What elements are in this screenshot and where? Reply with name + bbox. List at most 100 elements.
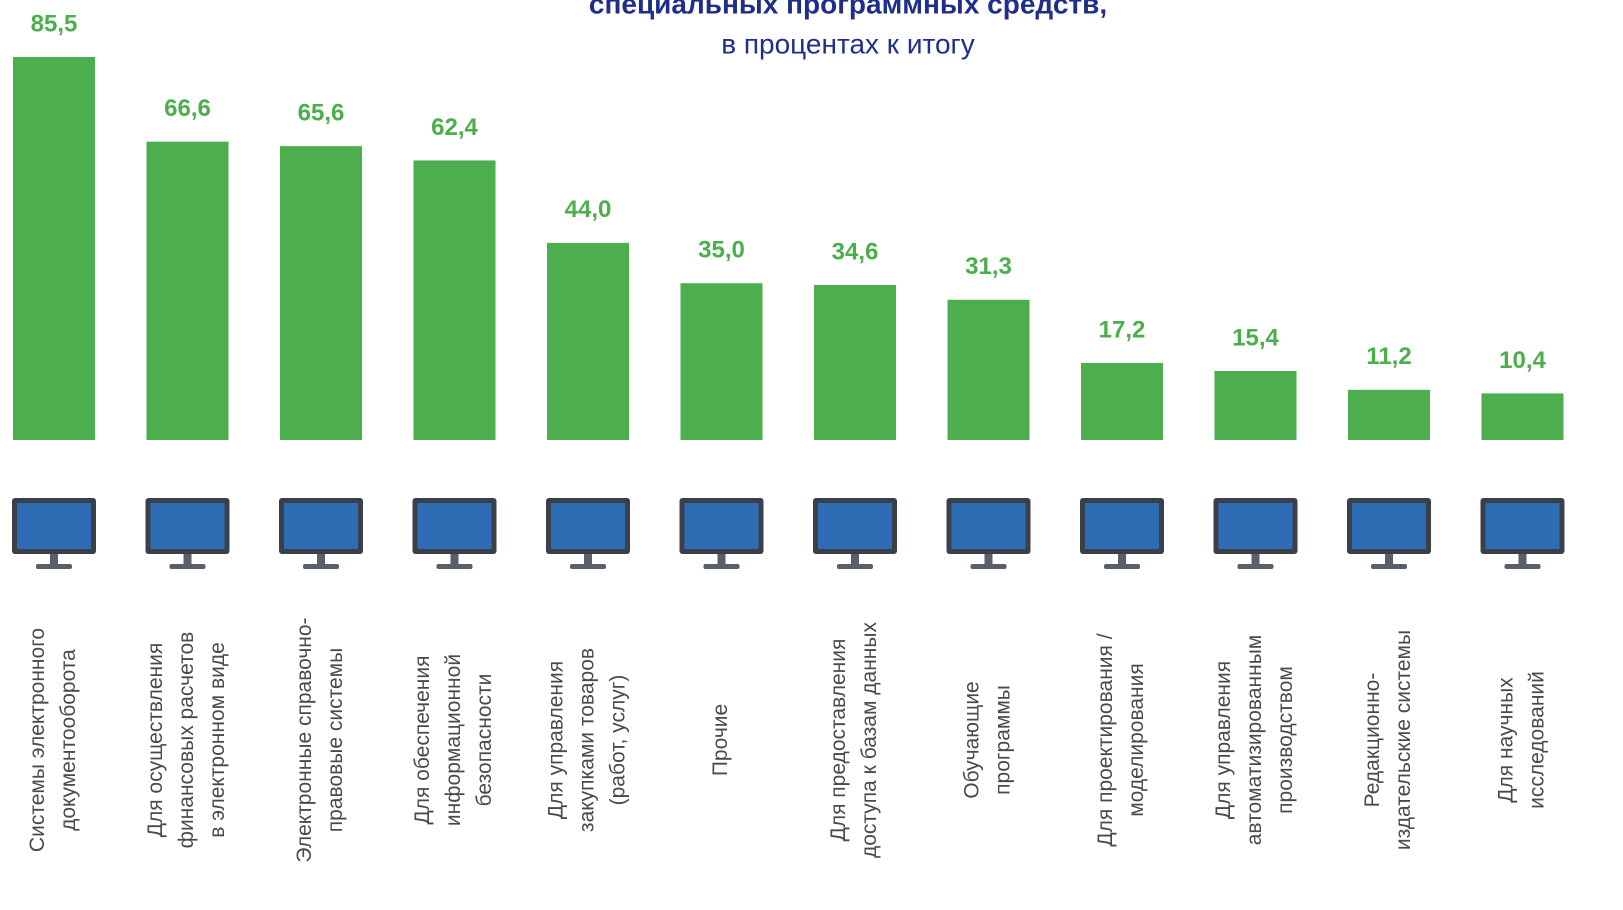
category-label: производством <box>1274 666 1297 814</box>
value-label: 44,0 <box>565 196 612 223</box>
icon-base <box>1237 564 1274 569</box>
bar <box>947 299 1030 440</box>
value-label: 66,6 <box>164 95 211 122</box>
bar <box>814 284 896 440</box>
icon-base <box>570 564 606 569</box>
icon <box>12 498 96 569</box>
icon <box>1080 498 1164 569</box>
bar <box>1348 389 1430 440</box>
icon-base <box>36 564 72 569</box>
icon-stand <box>183 554 192 564</box>
icon <box>1480 498 1565 569</box>
chart-subtitle: в процентах к итогу <box>721 28 975 59</box>
category-label: Для научных <box>1495 677 1518 803</box>
category-label: в электронном виде <box>206 642 229 838</box>
icon-screen <box>1218 503 1293 549</box>
icon-stand <box>1385 554 1393 564</box>
value-label: 11,2 <box>1366 343 1411 370</box>
value-label: 10,4 <box>1499 347 1546 374</box>
bar <box>1214 371 1297 440</box>
icon-stand <box>1118 554 1126 564</box>
value-label: 17,2 <box>1099 316 1146 343</box>
icon <box>1213 498 1298 569</box>
icon-base <box>436 564 473 569</box>
value-label: 31,3 <box>965 253 1012 280</box>
icon <box>813 498 897 569</box>
category-label: Обучающие <box>961 681 984 798</box>
bar <box>1081 362 1163 440</box>
icon-base <box>303 564 339 569</box>
icon-base <box>837 564 873 569</box>
value-label: 34,6 <box>832 238 879 265</box>
value-label: 15,4 <box>1232 324 1279 351</box>
icon-screen <box>17 503 91 549</box>
icon-stand <box>717 554 726 564</box>
category-label: Системы электронного <box>26 628 49 852</box>
bar <box>1481 393 1564 440</box>
value-label: 62,4 <box>431 114 478 141</box>
icon <box>679 498 764 569</box>
bar <box>413 160 496 440</box>
bar <box>547 242 629 440</box>
category-label: Для обеспечения <box>411 655 434 824</box>
category-label: Для управления <box>545 661 568 819</box>
icon-base <box>1504 564 1541 569</box>
category-label: Электронные справочно- <box>293 617 316 862</box>
category-label: правовые системы <box>324 648 347 832</box>
category-label: безопасности <box>473 674 496 807</box>
category-label: Для проектирования / <box>1094 633 1117 846</box>
icon <box>412 498 497 569</box>
value-label: 85,5 <box>31 10 78 37</box>
icon-stand <box>317 554 325 564</box>
bar <box>280 146 362 440</box>
category-label: издательские системы <box>1392 630 1415 850</box>
icon-base <box>169 564 206 569</box>
category-label: Для управления <box>1212 661 1235 819</box>
icon-screen <box>684 503 759 549</box>
category-label: информационной <box>442 654 465 826</box>
category-label: автоматизированным <box>1243 635 1266 845</box>
icon-stand <box>1518 554 1527 564</box>
icon-screen <box>150 503 225 549</box>
icon-stand <box>851 554 859 564</box>
icon <box>145 498 230 569</box>
category-label: Прочие <box>709 704 732 776</box>
chart-title: специальных программных средств, <box>589 0 1107 19</box>
category-label: финансовых расчетов <box>175 632 198 849</box>
icon-base <box>1371 564 1407 569</box>
icon-screen <box>551 503 625 549</box>
icon-screen <box>1485 503 1560 549</box>
icon-screen <box>818 503 892 549</box>
value-label: 35,0 <box>698 237 745 264</box>
icon-screen <box>951 503 1026 549</box>
category-label: закупками товаров <box>576 648 599 832</box>
icon <box>279 498 363 569</box>
bar <box>13 56 95 441</box>
icon-base <box>970 564 1007 569</box>
icon-screen <box>284 503 358 549</box>
icon-base <box>1104 564 1140 569</box>
icon <box>1347 498 1431 569</box>
category-label: документооборота <box>57 649 80 831</box>
bar <box>680 283 763 440</box>
icon-base <box>703 564 740 569</box>
icon <box>946 498 1031 569</box>
category-label: моделирования <box>1125 663 1148 817</box>
icon-stand <box>584 554 592 564</box>
icon-screen <box>417 503 492 549</box>
category-label: (работ, услуг) <box>607 675 630 806</box>
value-label: 65,6 <box>298 99 345 126</box>
icon-screen <box>1085 503 1159 549</box>
icon-stand <box>50 554 58 564</box>
icon-screen <box>1352 503 1426 549</box>
category-label: программы <box>992 685 1015 795</box>
icon <box>546 498 630 569</box>
category-label: Для осуществления <box>144 643 167 838</box>
category-label: исследований <box>1526 671 1549 809</box>
category-label: доступа к базам данных <box>858 622 881 858</box>
category-label: Для предоставления <box>827 639 850 842</box>
category-label: Редакционно- <box>1361 673 1384 808</box>
bar <box>146 141 229 440</box>
icon-stand <box>984 554 993 564</box>
